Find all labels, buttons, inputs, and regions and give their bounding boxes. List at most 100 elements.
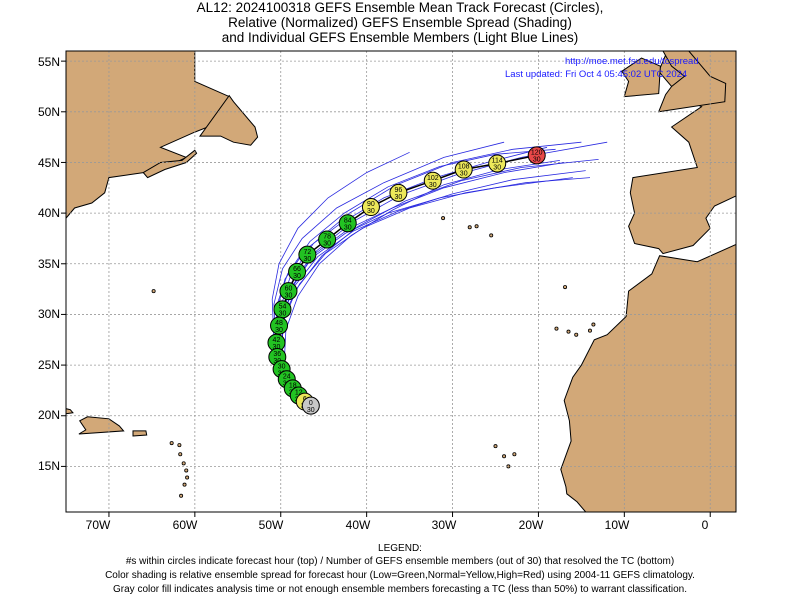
member-count-label: 30: [273, 344, 281, 351]
island-10: [502, 454, 507, 459]
member-count-label: 30: [344, 224, 352, 231]
track-circle: [318, 230, 337, 249]
track-circle: [361, 198, 380, 217]
track-circle: [338, 214, 357, 233]
credit-updated: Last updated: Fri Oct 4 05:45:02 UTC 202…: [505, 69, 688, 80]
forecast-hour-label: 24: [283, 373, 291, 380]
forecast-hour-label: 72: [303, 249, 311, 256]
member-count-label: 30: [307, 407, 315, 414]
member-count-label: 30: [285, 292, 293, 299]
forecast-hour-label: 108: [458, 164, 470, 171]
island-18: [177, 443, 182, 448]
forecast-hour-label: 96: [395, 187, 403, 194]
forecast-hour-label: 12: [295, 390, 303, 397]
track-circle: [301, 396, 320, 415]
island-6: [587, 328, 592, 333]
member-count-label: 30: [395, 194, 403, 201]
track-circle: [423, 171, 442, 190]
forecast-hour-label: 78: [323, 234, 331, 241]
nova-scotia-land: [142, 149, 198, 179]
newfoundland-land: [199, 94, 259, 146]
track-circle: [488, 154, 507, 173]
island-15: [181, 461, 186, 466]
island-0: [489, 233, 494, 238]
track-circle: [288, 262, 307, 281]
hispaniola-land: [78, 416, 125, 435]
track-circle: [279, 282, 298, 301]
legend-line-2: Color shading is relative ensemble sprea…: [105, 570, 695, 581]
title-line-2: Relative (Normalized) GEFS Ensemble Spre…: [228, 15, 572, 30]
lon-label-20w: 20W: [518, 518, 544, 532]
forecast-hour-label: 54: [279, 304, 287, 311]
lon-label-60w: 60W: [172, 518, 198, 532]
island-3: [441, 216, 446, 221]
member-count-label: 30: [293, 273, 301, 280]
lat-label-35n: 35N: [37, 257, 60, 271]
ireland-land: [621, 57, 661, 98]
cuba-land: [66, 408, 74, 415]
legend-line-1: #s within circles indicate forecast hour…: [125, 556, 675, 567]
island-9: [591, 322, 596, 327]
forecast-hour-label: 0: [309, 400, 313, 407]
africa-land: [560, 243, 736, 512]
forecast-hour-label: 42: [273, 337, 281, 344]
track-circle: [389, 183, 408, 202]
member-count-label: 30: [533, 157, 541, 164]
lon-label-40w: 40W: [345, 518, 371, 532]
title-line-3: and Individual GEFS Ensemble Members (Li…: [221, 30, 579, 45]
grid-lines: [66, 51, 736, 512]
lon-label-70w: 70W: [85, 518, 111, 532]
track-circle: [527, 146, 546, 165]
island-21: [179, 493, 184, 498]
mean-track-circles: 1203011430108301023096309030843078307230…: [267, 146, 546, 415]
track-circle: [298, 245, 317, 264]
credit-url[interactable]: http://moe.met.fsu.edu/tcspread: [565, 56, 699, 67]
lat-label-25n: 25N: [37, 358, 60, 372]
island-5: [574, 332, 579, 337]
legend-heading: LEGEND:: [378, 543, 422, 554]
lat-label-50n: 50N: [37, 105, 60, 119]
forecast-hour-label: 48: [275, 320, 283, 327]
forecast-hour-label: 18: [289, 383, 297, 390]
island-22: [182, 482, 187, 487]
lat-label-45n: 45N: [37, 156, 60, 170]
member-count-label: 30: [460, 171, 468, 178]
member-count-label: 30: [367, 208, 375, 215]
island-14: [151, 289, 156, 294]
island-20: [185, 475, 190, 480]
lon-label-50w: 50W: [258, 518, 284, 532]
member-count-label: 30: [429, 182, 437, 189]
forecast-hour-label: 102: [427, 175, 439, 182]
lat-label-15n: 15N: [37, 459, 60, 473]
title-line-1: AL12: 2024100318 GEFS Ensemble Mean Trac…: [196, 0, 604, 15]
forecast-hour-label: 84: [344, 217, 352, 224]
lat-label-40n: 40N: [37, 206, 60, 220]
island-12: [493, 444, 498, 449]
island-2: [474, 224, 479, 229]
forecast-hour-label: 36: [273, 351, 281, 358]
britain-land: [657, 51, 727, 113]
forecast-hour-label: 120: [531, 150, 543, 157]
forecast-hour-label: 66: [293, 266, 301, 273]
land-masses: [66, 51, 736, 512]
track-point-hour-0: 030: [301, 396, 320, 415]
legend-line-3: Gray color fill indicates analysis time …: [113, 584, 687, 595]
track-circle: [454, 160, 473, 179]
forecast-hour-label: 30: [278, 363, 286, 370]
island-13: [512, 452, 517, 457]
lon-label-10w: 10W: [604, 518, 630, 532]
member-count-label: 30: [279, 311, 287, 318]
island-17: [178, 452, 183, 457]
lon-label-0: 0: [701, 518, 709, 532]
